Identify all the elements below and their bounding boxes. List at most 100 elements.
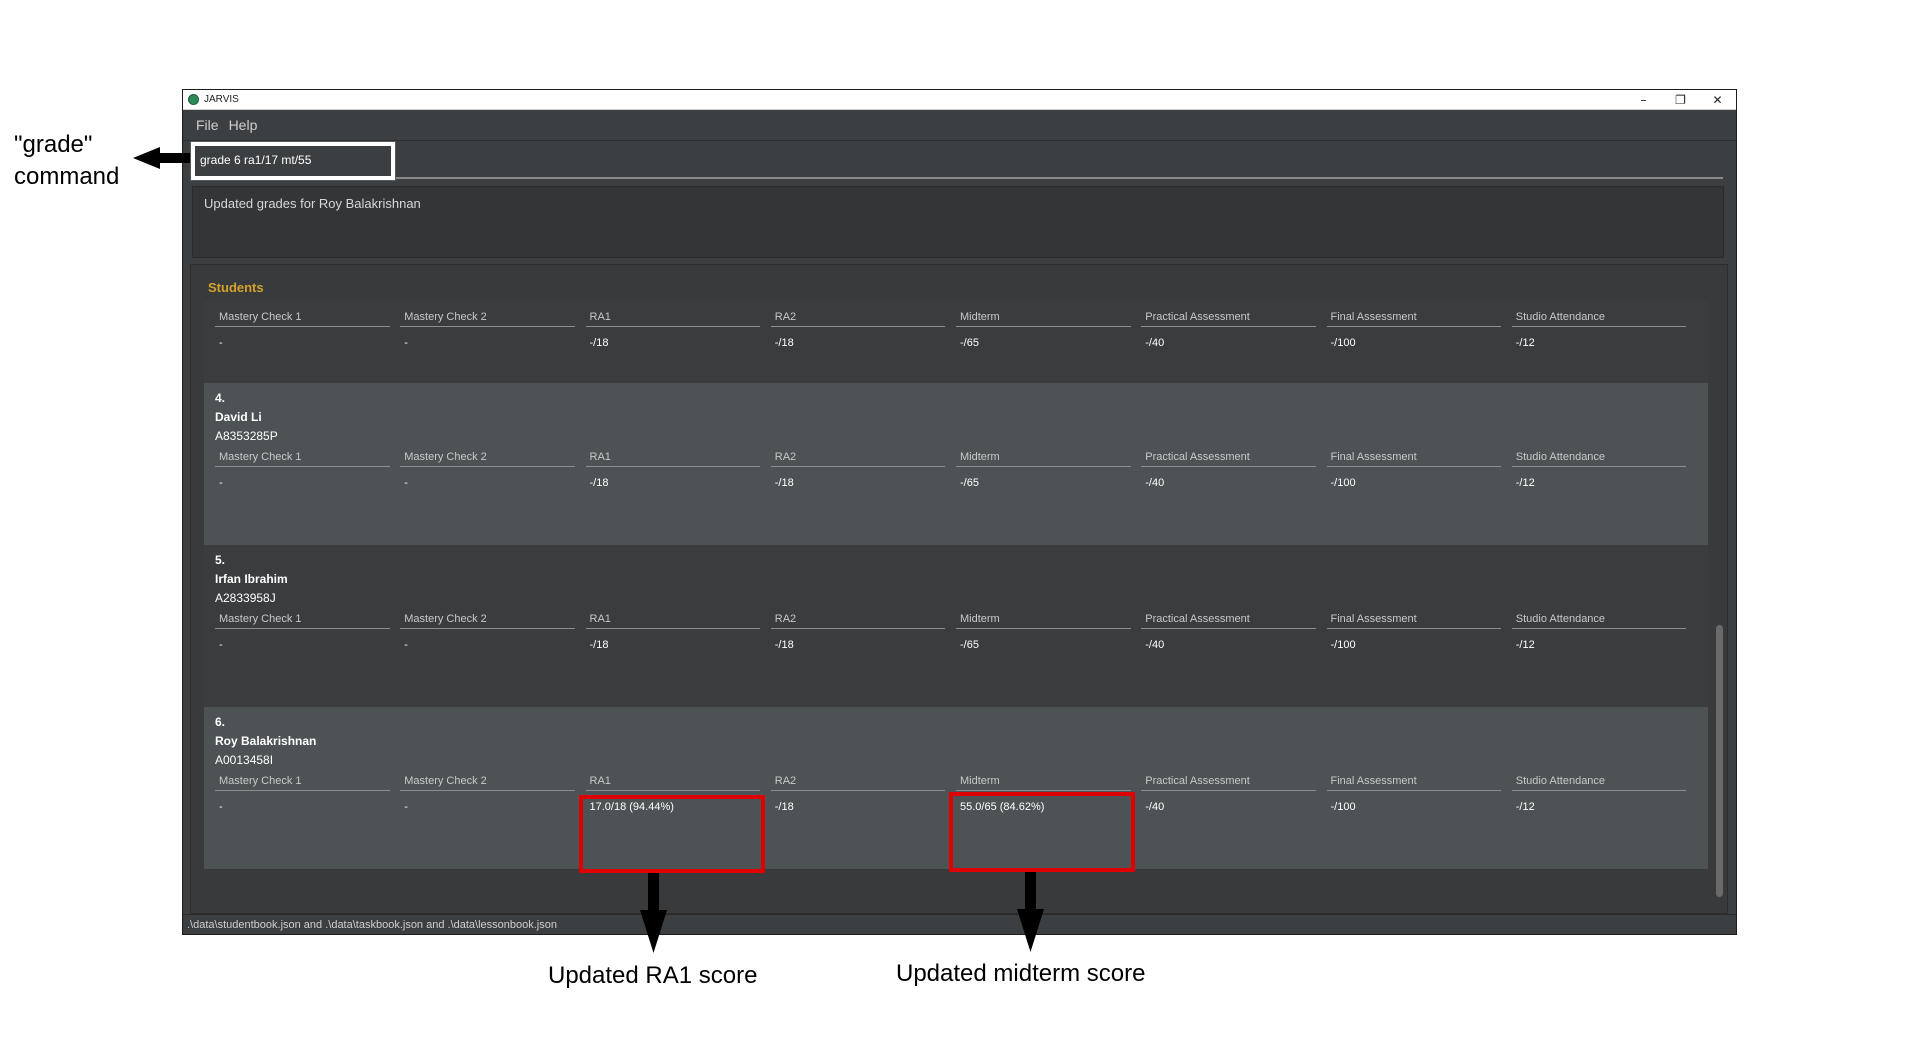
down-arrow-icon	[1017, 872, 1044, 952]
grade-col: Final Assessment -/100	[1326, 775, 1502, 813]
grade-header: RA1	[585, 311, 761, 327]
grade-header: Final Assessment	[1326, 311, 1502, 327]
grade-value: -/18	[774, 477, 794, 489]
scrollbar-thumb[interactable]	[1716, 625, 1723, 897]
grade-value: -	[404, 477, 408, 489]
grade-value: -/12	[1515, 477, 1535, 489]
grade-header: Mastery Check 2	[400, 451, 575, 467]
grade-value: -	[404, 639, 408, 651]
grade-value: -/12	[1515, 639, 1535, 651]
grade-col: Midterm 55.0/65 (84.62%)	[956, 775, 1131, 813]
students-panel: Students Mastery Check 1 - Mastery Check …	[190, 264, 1728, 914]
grade-value: -/18	[589, 639, 609, 651]
grade-header: Final Assessment	[1326, 451, 1502, 467]
student-card[interactable]: 5. Irfan Ibrahim A2833958J Mastery Check…	[204, 545, 1708, 707]
grade-col: Midterm -/65	[956, 613, 1131, 651]
grade-header: Mastery Check 2	[400, 311, 575, 327]
grade-header: Midterm	[956, 775, 1131, 791]
grade-col: Practical Assessment -/40	[1141, 613, 1316, 651]
close-icon[interactable]: ✕	[1712, 92, 1723, 107]
grade-value: -/40	[1145, 337, 1165, 349]
grade-header: RA1	[585, 451, 761, 467]
grade-value: -	[219, 801, 223, 813]
grade-value: 17.0/18 (94.44%)	[589, 801, 674, 813]
grade-header: Midterm	[956, 451, 1131, 467]
command-input[interactable]	[198, 148, 1702, 172]
grade-col: Midterm -/65	[956, 311, 1131, 349]
grade-header: Practical Assessment	[1141, 311, 1316, 327]
student-card[interactable]: Mastery Check 1 - Mastery Check 2 - RA1 -/1…	[204, 301, 1708, 383]
grade-col: Mastery Check 2 -	[400, 775, 575, 813]
student-index: 6.	[215, 715, 226, 729]
student-card[interactable]: 4. David Li A8353285P Mastery Check 1 - M…	[204, 383, 1708, 545]
status-bar: .\data\studentbook.json and .\data\taskb…	[183, 914, 1736, 934]
grade-value: -	[219, 639, 223, 651]
grade-value: -/18	[774, 337, 794, 349]
student-name: David Li	[215, 410, 262, 424]
grade-command-label: "grade" command	[14, 129, 119, 193]
command-highlight-box	[190, 141, 396, 181]
grade-col: Studio Attendance -/12	[1511, 311, 1687, 349]
student-id: A8353285P	[215, 429, 278, 443]
grade-col: RA1 -/18	[585, 311, 761, 349]
grade-command-label-line: "grade"	[14, 131, 93, 158]
student-id: A0013458I	[215, 753, 274, 767]
ra1-highlight-box	[579, 795, 765, 873]
grade-table: Mastery Check 1 - Mastery Check 2 - RA1 17.…	[215, 775, 1697, 813]
student-card[interactable]: 6. Roy Balakrishnan A0013458I Mastery Ch…	[204, 707, 1708, 869]
grade-col: Mastery Check 2 -	[400, 311, 575, 349]
midterm-annotation-label: Updated midterm score	[896, 960, 1146, 987]
grade-header: Studio Attendance	[1511, 775, 1687, 791]
grade-value: -/18	[589, 477, 609, 489]
grade-value: -	[404, 337, 408, 349]
maximize-icon[interactable]: ❐	[1675, 92, 1686, 107]
grade-value: -/40	[1145, 477, 1165, 489]
student-index: 4.	[215, 391, 226, 405]
command-box	[193, 143, 1723, 179]
grade-col: Mastery Check 2 -	[400, 613, 575, 651]
grade-col: Mastery Check 1 -	[215, 775, 390, 813]
grade-header: Mastery Check 1	[215, 311, 390, 327]
grade-header: Studio Attendance	[1511, 311, 1687, 327]
grade-header: Midterm	[956, 613, 1131, 629]
grade-command-label-line: command	[14, 163, 120, 190]
grade-header: RA2	[770, 311, 946, 327]
grade-header: Midterm	[956, 311, 1131, 327]
app-window: JARVIS – ❐ ✕ File Help Updated grades fo…	[182, 89, 1737, 935]
grade-col: Final Assessment -/100	[1326, 613, 1502, 651]
menu-help[interactable]: Help	[228, 117, 258, 133]
ra1-annotation-label: Updated RA1 score	[548, 962, 758, 989]
grade-col: RA2 -/18	[770, 613, 946, 651]
grade-value: -/65	[960, 337, 979, 349]
grade-header: Studio Attendance	[1511, 451, 1687, 467]
grade-header: RA2	[770, 451, 946, 467]
grade-col: Practical Assessment -/40	[1141, 775, 1316, 813]
grade-header: Practical Assessment	[1141, 775, 1316, 791]
minimize-icon[interactable]: –	[1640, 92, 1647, 107]
grade-col: RA2 -/18	[770, 775, 946, 813]
student-list[interactable]: Mastery Check 1 - Mastery Check 2 - RA1 -/1…	[204, 301, 1721, 905]
grade-col: Mastery Check 1 -	[215, 451, 390, 489]
grade-col: Practical Assessment -/40	[1141, 451, 1316, 489]
grade-table: Mastery Check 1 - Mastery Check 2 - RA1 -/1…	[215, 613, 1697, 651]
grade-col: Final Assessment -/100	[1326, 451, 1502, 489]
grade-value: 55.0/65 (84.62%)	[960, 801, 1045, 813]
app-icon	[188, 94, 199, 105]
grade-col: Studio Attendance -/12	[1511, 613, 1687, 651]
grade-header: Studio Attendance	[1511, 613, 1687, 629]
grade-col: Mastery Check 1 -	[215, 613, 390, 651]
grade-header: Mastery Check 1	[215, 613, 390, 629]
list-scrollbar[interactable]	[1714, 297, 1724, 899]
grade-value: -/18	[589, 337, 609, 349]
grade-col: Midterm -/65	[956, 451, 1131, 489]
grade-value: -/12	[1515, 337, 1535, 349]
student-id: A2833958J	[215, 591, 276, 605]
grade-col: Final Assessment -/100	[1326, 311, 1502, 349]
grade-value: -/18	[774, 801, 794, 813]
grade-value: -	[219, 477, 223, 489]
grade-value: -	[404, 801, 408, 813]
grade-header: RA2	[770, 613, 946, 629]
grade-col: Mastery Check 1 -	[215, 311, 390, 349]
menu-file[interactable]: File	[196, 117, 219, 133]
